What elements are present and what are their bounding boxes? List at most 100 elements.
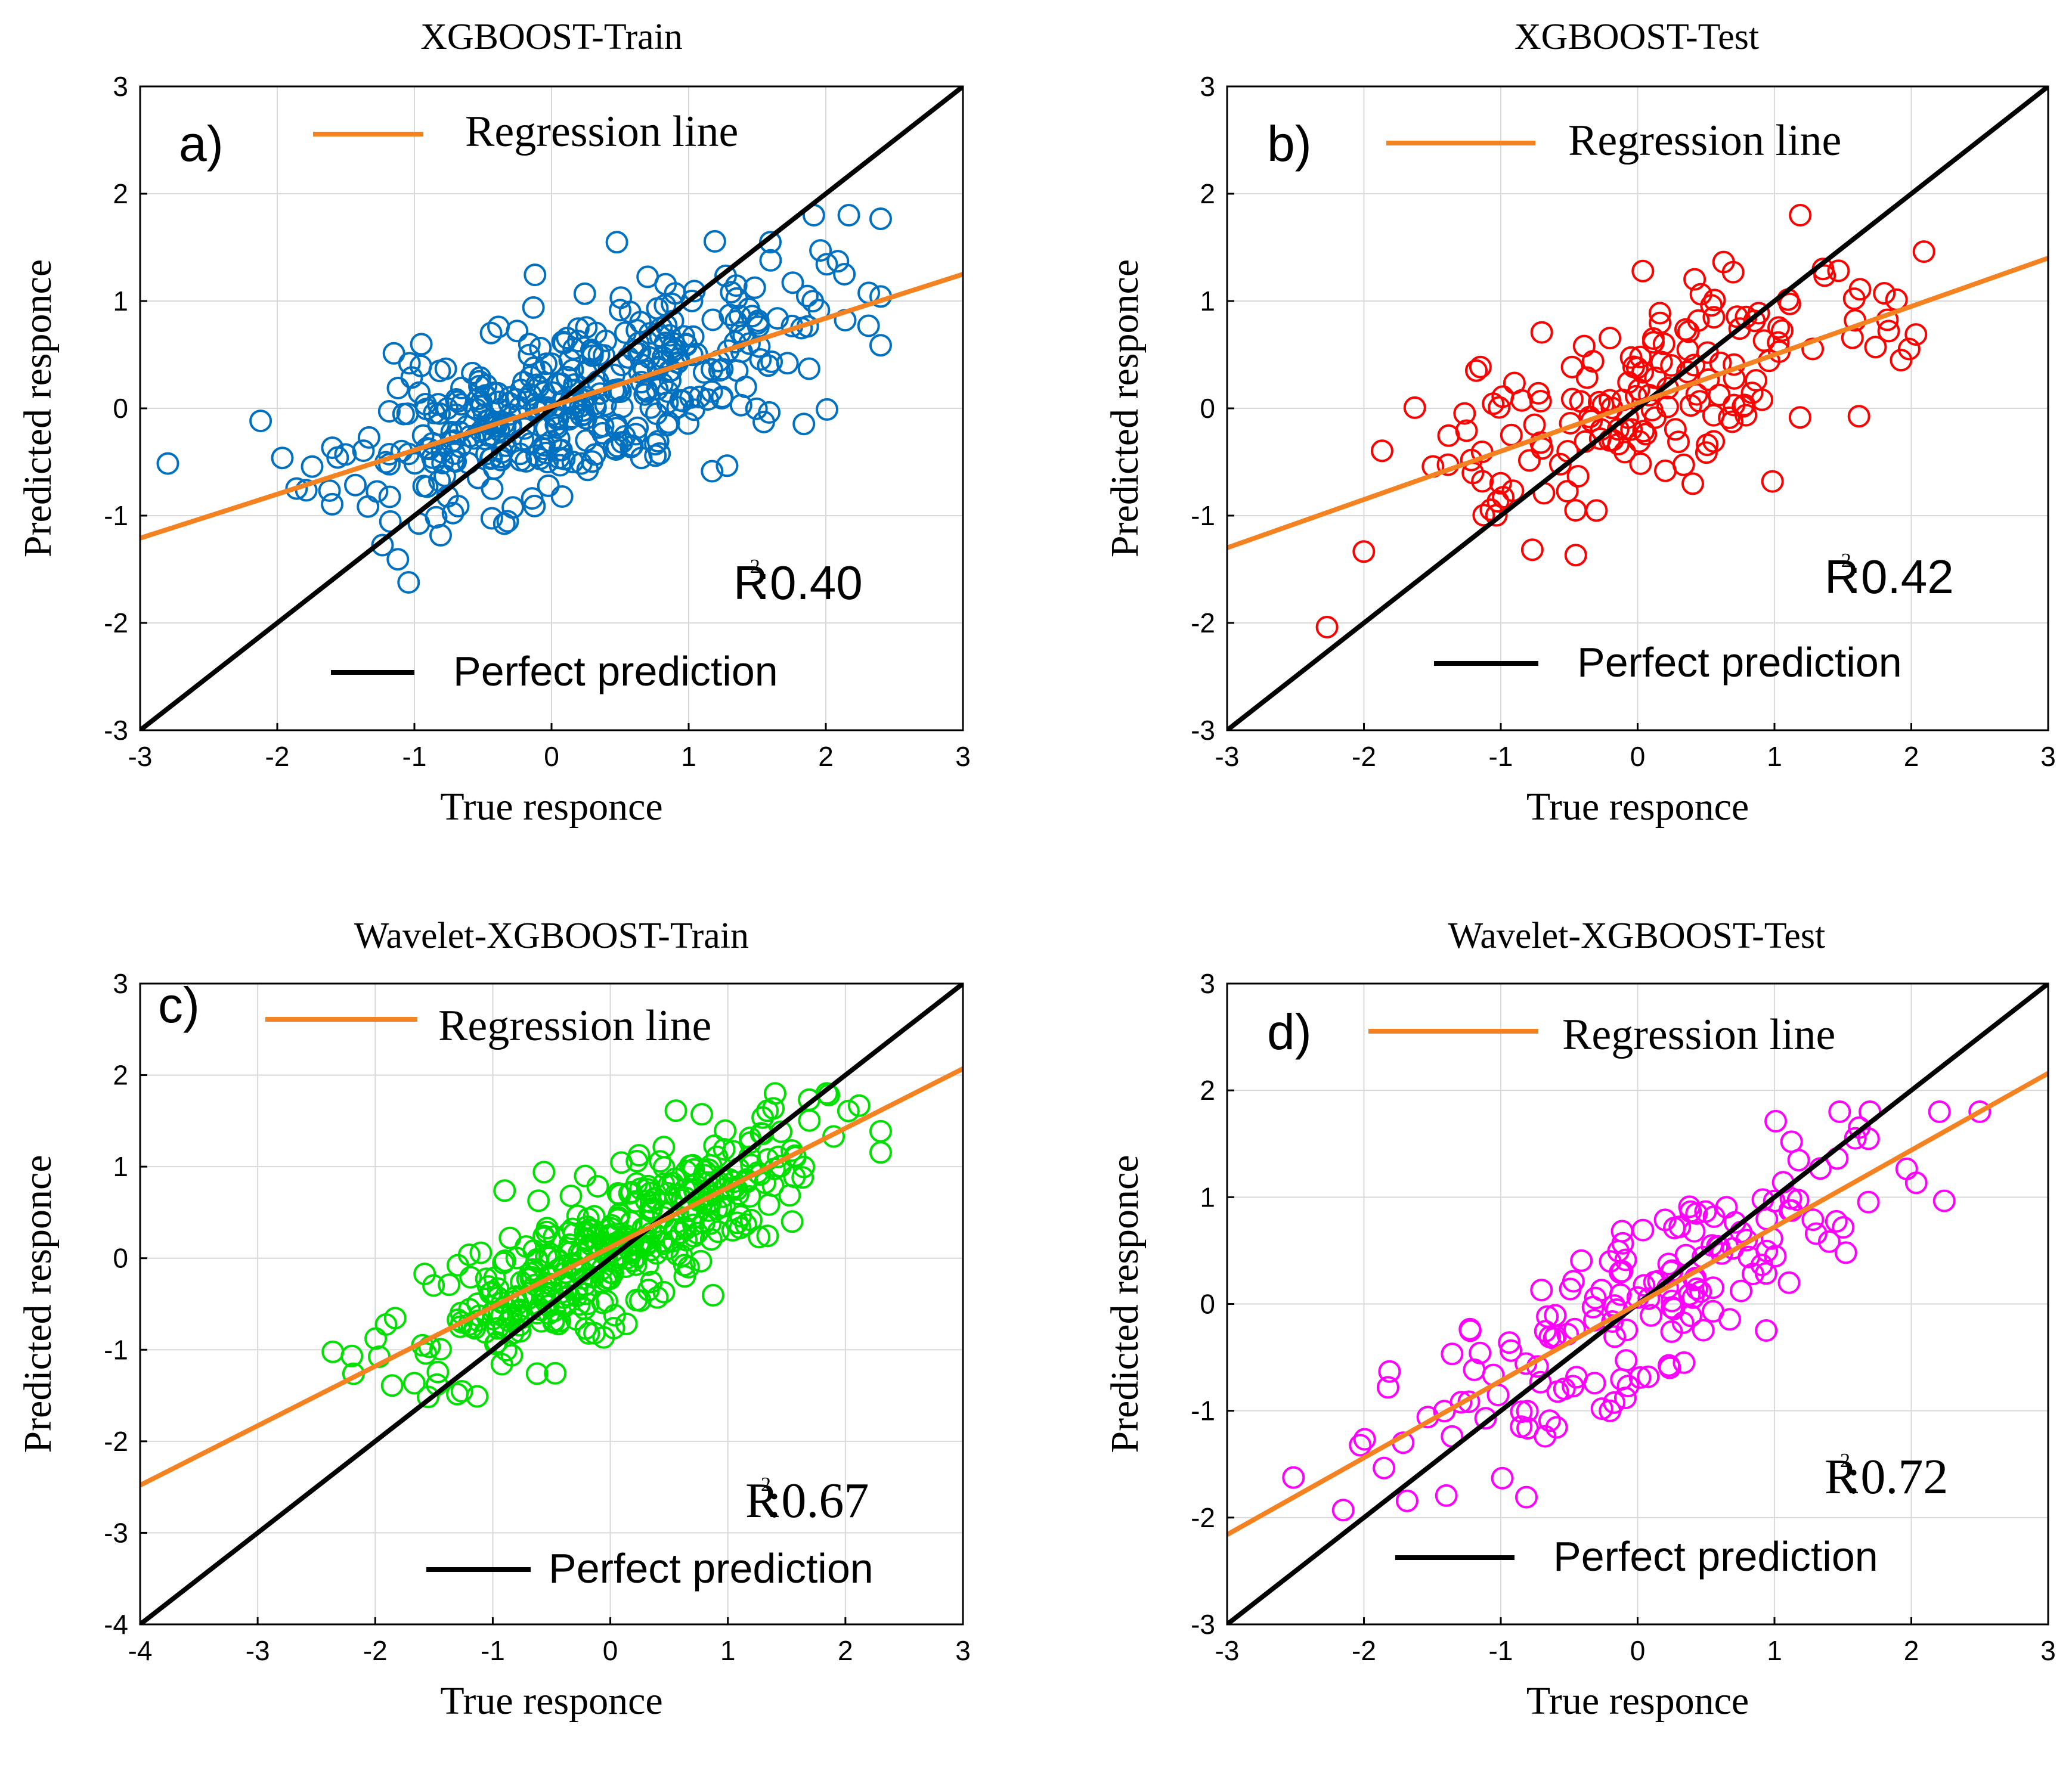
scatter-point	[649, 1150, 672, 1173]
scatter-point	[1624, 384, 1647, 408]
scatter-point	[481, 1280, 504, 1304]
scatter-point	[1518, 449, 1541, 472]
scatter-point	[1501, 479, 1525, 503]
legend-regression-label: Regression line	[438, 1001, 711, 1050]
scatter-point	[1825, 1209, 1848, 1233]
scatter-point	[1677, 320, 1700, 343]
x-axis-label: True responce	[440, 1679, 662, 1723]
scatter-point	[701, 308, 724, 331]
scatter-point	[705, 1145, 729, 1168]
y-tick-label: 3	[113, 968, 128, 999]
r2-annotation: R2:0.67	[745, 1473, 869, 1528]
scatter-point	[550, 485, 574, 508]
scatter-point	[1777, 1271, 1801, 1294]
scatter-point	[480, 507, 503, 530]
scatter-point	[809, 239, 832, 262]
scatter-point	[1789, 204, 1812, 227]
scatter-point	[285, 477, 308, 500]
scatter-point	[1463, 1358, 1486, 1381]
scatter-point	[559, 1184, 583, 1208]
r2-value: :0.40	[757, 556, 863, 609]
scatter-point	[1352, 540, 1376, 563]
scatter-point	[670, 1221, 693, 1244]
scatter-series	[321, 1082, 892, 1409]
panel-d: -3 -2 -1 0 1 2 3 -3 -2 -1 0 1 2 3 Wavelet-XGBOOST-Test…	[1103, 916, 2056, 1723]
scatter-point	[609, 286, 633, 309]
scatter-point	[1622, 355, 1645, 379]
scatter-point	[525, 1362, 549, 1385]
x-tick-label: -1	[402, 741, 427, 772]
scatter-point	[321, 1340, 345, 1363]
scatter-point	[459, 1266, 482, 1289]
panel-letter: d)	[1267, 1004, 1312, 1060]
scatter-point	[1315, 616, 1339, 638]
scatter-point	[1485, 504, 1508, 527]
scatter-point	[1649, 311, 1672, 334]
scatter-point	[615, 1312, 638, 1335]
y-tick-label: 0	[113, 393, 128, 424]
legend-perfect-label: Perfect prediction	[453, 648, 778, 694]
scatter-point	[1469, 355, 1492, 379]
scatter-point	[575, 316, 598, 339]
scatter-point	[1642, 327, 1665, 350]
scatter-point	[1453, 402, 1476, 425]
scatter-point	[1801, 1208, 1825, 1232]
scatter-point	[1827, 259, 1850, 283]
scatter-point	[639, 396, 662, 419]
scatter-point	[1842, 287, 1866, 311]
scatter-point	[1583, 1372, 1606, 1395]
scatter-point	[1692, 1319, 1715, 1342]
scatter-point	[1696, 341, 1719, 364]
scatter-point	[1581, 350, 1605, 373]
scatter-point	[816, 398, 838, 421]
scatter-point	[1706, 1235, 1729, 1258]
scatter-point	[1489, 472, 1512, 495]
scatter-point	[660, 340, 683, 364]
r2-superscript: 2	[761, 1474, 771, 1496]
scatter-point	[582, 1218, 605, 1242]
x-tick-label: 1	[1767, 741, 1782, 772]
scatter-point	[605, 231, 628, 254]
x-tick-label: -2	[1352, 1635, 1376, 1666]
scatter-point	[357, 426, 380, 449]
scatter-point	[1564, 499, 1587, 522]
legend-perfect-label: Perfect prediction	[1577, 639, 1902, 686]
scatter-point	[1637, 1365, 1660, 1388]
x-tick-label: -2	[363, 1635, 388, 1666]
scatter-point	[468, 374, 491, 398]
scatter-point	[1767, 316, 1790, 339]
scatter-point	[664, 282, 687, 305]
y-tick-label: -3	[1191, 1609, 1215, 1640]
scatter-point	[1613, 441, 1636, 464]
scatter-series	[1282, 1100, 1992, 1522]
scatter-point	[429, 1338, 452, 1361]
scatter-point	[1644, 366, 1667, 389]
scatter-point	[1740, 382, 1764, 405]
y-tick-label: 0	[1200, 393, 1215, 424]
legend-perfect-label: Perfect prediction	[1553, 1533, 1878, 1580]
scatter-point	[1715, 1196, 1738, 1219]
scatter-point	[1761, 470, 1784, 493]
scatter-point	[553, 331, 575, 355]
scatter-point	[422, 1274, 445, 1297]
scatter-point	[587, 416, 611, 439]
scatter-point	[791, 1166, 814, 1189]
legend-regression-label: Regression line	[465, 107, 738, 156]
y-tick-label: -3	[104, 1517, 128, 1548]
scatter-point	[1610, 1220, 1634, 1243]
y-axis-label: Predicted responce	[1103, 1155, 1147, 1453]
scatter-point	[837, 1099, 860, 1122]
x-tick-label: -1	[1489, 741, 1513, 772]
scatter-point	[602, 1317, 625, 1339]
scatter-point	[482, 457, 506, 480]
scatter-point	[574, 1317, 597, 1340]
scatter-point	[544, 1361, 567, 1385]
scatter-point	[398, 352, 421, 375]
scatter-point	[743, 276, 766, 299]
plot-frame	[139, 982, 964, 1626]
scatter-point	[724, 274, 748, 297]
scatter-point	[344, 473, 367, 497]
scatter-point	[692, 361, 716, 384]
scatter-point	[591, 1291, 614, 1314]
x-tick-label: 2	[838, 1635, 853, 1666]
